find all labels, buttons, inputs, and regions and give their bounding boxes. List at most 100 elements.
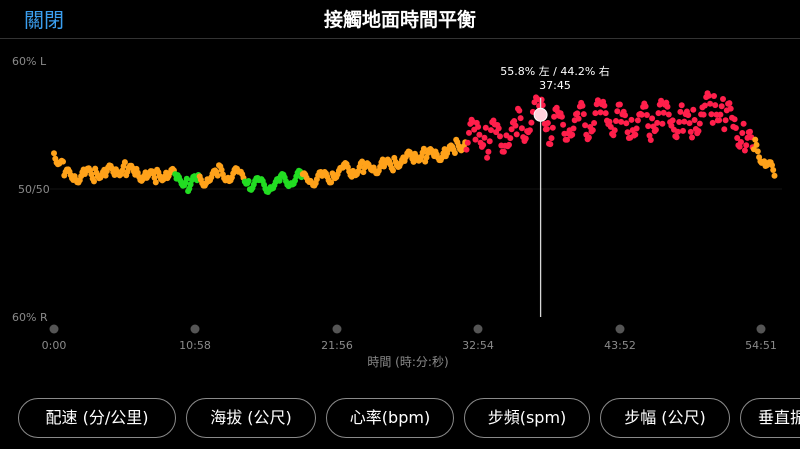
data-point <box>647 137 654 143</box>
data-point <box>276 177 283 184</box>
data-point <box>700 111 707 118</box>
data-point <box>616 101 623 108</box>
page-title: 接觸地面時間平衡 <box>323 9 476 31</box>
data-point <box>654 119 661 126</box>
data-point <box>674 128 681 135</box>
data-point <box>480 142 487 148</box>
data-point <box>726 100 733 107</box>
data-point <box>497 133 503 140</box>
data-point <box>390 167 396 174</box>
data-point <box>681 118 688 125</box>
data-point <box>633 125 640 132</box>
data-point <box>51 150 57 157</box>
heart-rate-tab[interactable]: 心率(bpm) <box>326 398 454 438</box>
data-point <box>689 134 695 141</box>
data-point <box>574 110 581 117</box>
data-point <box>481 134 488 141</box>
data-point <box>646 132 653 139</box>
data-point <box>680 127 686 134</box>
data-point <box>486 138 493 145</box>
data-point <box>569 131 576 138</box>
data-point <box>628 116 635 123</box>
data-point <box>622 112 628 119</box>
x-tick-label: 10:58 <box>179 339 211 352</box>
y-tick-right: 60% R <box>12 311 48 324</box>
data-point <box>747 128 753 135</box>
data-point <box>711 93 717 99</box>
data-point <box>691 117 698 123</box>
data-point <box>739 130 746 136</box>
data-point <box>607 123 614 130</box>
data-point <box>464 139 471 146</box>
data-point <box>580 111 587 118</box>
data-point <box>506 141 512 148</box>
vertical-oscillation-tab[interactable]: 垂直振幅 <box>740 398 800 438</box>
data-point <box>589 127 596 134</box>
data-point <box>676 119 683 125</box>
x-tick-dot <box>49 324 59 334</box>
data-point <box>741 147 748 154</box>
x-tick-dot <box>473 324 483 334</box>
data-point <box>463 146 470 153</box>
data-point <box>245 178 252 184</box>
ground-contact-balance-chart[interactable]: 60% L 50/50 60% R 55.8% 左 / 44.2% 右 37:4… <box>0 40 800 380</box>
data-point <box>328 179 335 186</box>
stride-length-tab[interactable]: 步幅 (公尺) <box>600 398 730 438</box>
data-point <box>214 172 221 179</box>
data-point <box>218 166 225 173</box>
data-point <box>716 117 723 124</box>
data-point <box>507 135 514 142</box>
data-point <box>500 148 507 155</box>
data-point <box>720 96 726 102</box>
data-point <box>484 154 491 161</box>
data-point <box>655 110 662 117</box>
data-point <box>659 120 666 127</box>
data-point <box>488 127 494 134</box>
data-point <box>475 123 482 130</box>
data-point <box>721 126 728 133</box>
close-button[interactable]: 關閉 <box>24 8 64 32</box>
data-point <box>611 127 618 134</box>
data-point <box>673 134 680 141</box>
data-point <box>743 142 750 149</box>
data-point <box>610 132 617 139</box>
data-point <box>485 148 492 155</box>
x-axis-label: 時間 (時:分:秒) <box>367 355 448 369</box>
data-point <box>517 115 524 122</box>
data-point <box>708 111 715 118</box>
data-point <box>690 106 697 113</box>
data-point <box>512 122 519 129</box>
data-point <box>518 125 525 132</box>
data-point <box>677 108 684 115</box>
data-point <box>476 131 483 138</box>
data-point <box>634 117 641 124</box>
data-point <box>547 141 554 148</box>
pace-tab[interactable]: 配速 (分/公里) <box>18 398 176 438</box>
top-bar: 關閉 接觸地面時間平衡 <box>0 0 800 39</box>
cursor-marker[interactable] <box>533 107 548 122</box>
tooltip-time: 37:45 <box>539 79 571 92</box>
data-point <box>482 124 489 131</box>
data-point <box>601 102 608 109</box>
metric-tab-bar: 配速 (分/公里) 海拔 (公尺) 心率(bpm) 步頻(spm) 步幅 (公尺… <box>0 398 800 444</box>
data-point <box>686 120 693 127</box>
cadence-tab[interactable]: 步頻(spm) <box>464 398 590 438</box>
data-point <box>740 120 747 127</box>
data-point <box>696 120 703 127</box>
data-point <box>687 128 694 135</box>
data-point <box>732 125 739 131</box>
data-point <box>734 135 741 141</box>
data-point <box>549 124 556 131</box>
elevation-tab[interactable]: 海拔 (公尺) <box>186 398 316 438</box>
data-point <box>543 126 550 132</box>
data-point <box>466 129 472 136</box>
data-point <box>602 110 609 117</box>
data-point <box>151 174 158 181</box>
data-point <box>613 118 619 124</box>
data-point <box>632 131 639 138</box>
data-point <box>652 126 659 133</box>
data-point <box>771 172 778 179</box>
data-point <box>597 109 604 116</box>
data-point <box>544 120 551 126</box>
data-point <box>707 100 714 107</box>
